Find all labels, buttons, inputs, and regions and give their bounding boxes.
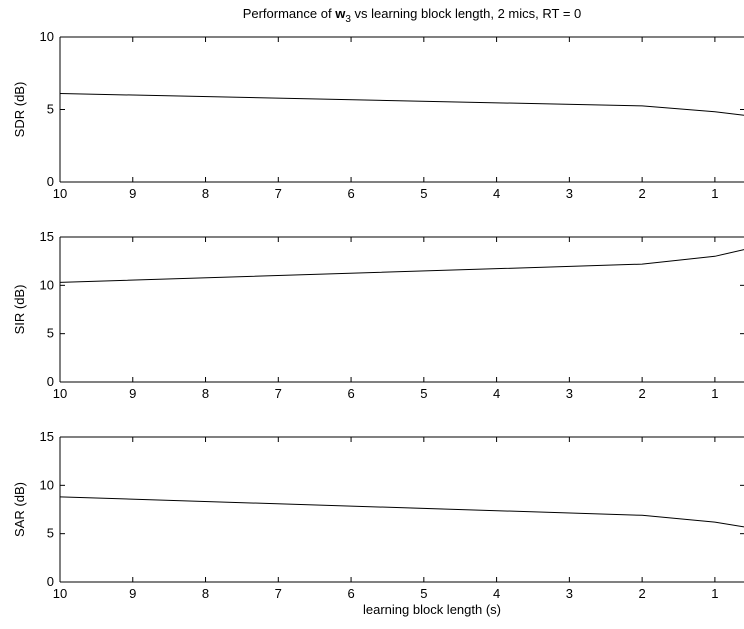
x-tick-label: 9	[129, 186, 136, 201]
x-tick-label: 2	[639, 186, 646, 201]
y-tick-label: 15	[40, 229, 54, 244]
x-tick-label: 4	[493, 586, 500, 601]
y-tick-label: 0	[47, 374, 54, 389]
y-tick-label: 10	[40, 477, 54, 492]
series-line	[59, 93, 744, 116]
series-line	[59, 249, 744, 283]
x-tick-label: 2	[639, 586, 646, 601]
x-tick-label: 5	[420, 586, 427, 601]
x-tick-label: 10	[53, 586, 67, 601]
x-tick-label: 8	[202, 386, 209, 401]
y-axis-label: SDR (dB)	[12, 82, 27, 138]
x-tick-label: 10	[53, 386, 67, 401]
x-tick-label: 2	[639, 386, 646, 401]
x-tick-label: 6	[347, 186, 354, 201]
x-tick-label: 5	[420, 386, 427, 401]
x-tick-label: 8	[202, 586, 209, 601]
y-tick-label: 5	[47, 526, 54, 541]
x-tick-label: 1	[711, 186, 718, 201]
y-axis-label: SIR (dB)	[12, 285, 27, 335]
x-tick-label: 3	[566, 386, 573, 401]
y-tick-label: 5	[47, 102, 54, 117]
x-tick-label: 8	[202, 186, 209, 201]
y-tick-label: 5	[47, 326, 54, 341]
x-tick-label: 10	[53, 186, 67, 201]
title-symbol: w	[334, 6, 346, 21]
x-tick-label: 9	[129, 386, 136, 401]
x-tick-label: 1	[711, 386, 718, 401]
y-tick-label: 10	[40, 277, 54, 292]
x-axis-label: learning block length (s)	[363, 602, 501, 617]
x-tick-label: 7	[275, 186, 282, 201]
y-axis-label: SAR (dB)	[12, 482, 27, 537]
y-tick-label: 10	[40, 29, 54, 44]
x-tick-label: 7	[275, 586, 282, 601]
title-prefix: Performance of	[243, 6, 336, 21]
title-subscript: 3	[345, 14, 351, 25]
x-tick-label: 4	[493, 386, 500, 401]
y-tick-label: 0	[47, 574, 54, 589]
chart-title: Performance of w3 vs learning block leng…	[243, 6, 582, 25]
x-tick-label: 5	[420, 186, 427, 201]
x-tick-label: 1	[711, 586, 718, 601]
x-tick-label: 7	[275, 386, 282, 401]
x-tick-label: 4	[493, 186, 500, 201]
x-tick-label: 6	[347, 586, 354, 601]
x-tick-label: 3	[566, 186, 573, 201]
x-tick-label: 6	[347, 386, 354, 401]
series-line	[59, 496, 744, 528]
title-suffix: vs learning block length, 2 mics, RT = 0	[351, 6, 581, 21]
y-tick-label: 0	[47, 174, 54, 189]
y-tick-label: 15	[40, 429, 54, 444]
x-tick-label: 3	[566, 586, 573, 601]
x-tick-label: 9	[129, 586, 136, 601]
